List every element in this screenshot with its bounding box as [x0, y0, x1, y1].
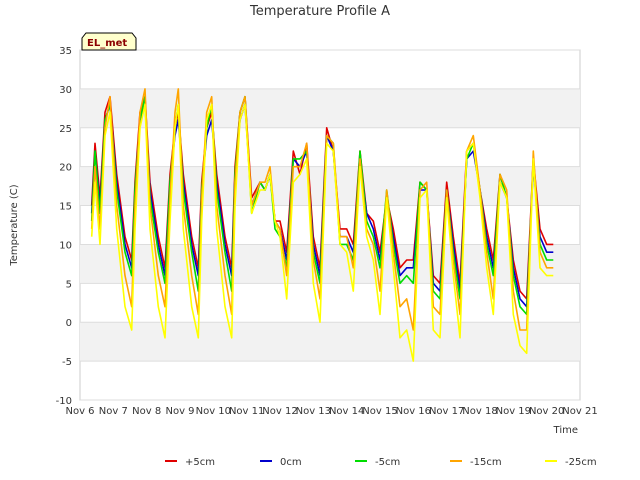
y-tick-label: 10	[59, 240, 72, 251]
legend-label: -5cm	[375, 457, 400, 468]
grid-lines	[80, 49, 580, 401]
x-tick-label: Nov 16	[396, 406, 431, 417]
station-badge-label: EL_met	[87, 38, 127, 49]
x-tick-label: Nov 7	[99, 406, 128, 417]
series-line-0cm	[90, 103, 554, 308]
legend-label: 0cm	[280, 457, 302, 468]
x-tick-label: Nov 10	[196, 406, 231, 417]
series-line-15cm	[90, 88, 554, 331]
y-tick-label: 20	[59, 163, 72, 174]
y-tick-label: 15	[59, 202, 72, 213]
legend-label: -15cm	[470, 457, 502, 468]
station-badge: EL_met	[81, 32, 137, 51]
y-tick-label: -10	[56, 396, 72, 407]
x-tick-label: Nov 8	[132, 406, 161, 417]
x-tick-label: Nov 15	[362, 406, 397, 417]
grid-band	[80, 322, 580, 362]
x-tick-label: Nov 11	[229, 406, 264, 417]
x-tick-label: Nov 12	[262, 406, 297, 417]
x-tick-label: Nov 19	[496, 406, 531, 417]
y-tick-label: 25	[59, 124, 72, 135]
x-tick-label: Nov 6	[65, 406, 94, 417]
x-tick-label: Nov 21	[562, 406, 597, 417]
x-tick-label: Nov 17	[429, 406, 464, 417]
y-axis-label: Temperature (C)	[9, 184, 20, 266]
legend-label: -25cm	[565, 457, 597, 468]
legend-label: +5cm	[185, 457, 215, 468]
y-tick-label: 5	[66, 279, 72, 290]
grid-band	[80, 88, 580, 128]
y-tick-labels: -10 -5 0 5 10 15 20 25 30 35	[56, 46, 72, 407]
x-tick-label: Nov 20	[529, 406, 564, 417]
x-tick-label: Nov 18	[462, 406, 497, 417]
series-lines	[90, 88, 554, 362]
series-line-25cm	[90, 103, 554, 362]
legend: +5cm 0cm -5cm -15cm -25cm	[165, 457, 597, 468]
y-tick-label: 35	[59, 46, 72, 57]
x-tick-label: Nov 13	[296, 406, 331, 417]
y-tick-label: 0	[66, 318, 72, 329]
x-tick-label: Nov 14	[329, 406, 364, 417]
y-tick-label: -5	[62, 357, 72, 368]
grid-band	[80, 166, 580, 206]
chart-title: Temperature Profile A	[249, 4, 390, 19]
y-tick-label: 30	[59, 85, 72, 96]
x-axis-label: Time	[553, 425, 578, 436]
x-tick-label: Nov 9	[165, 406, 194, 417]
